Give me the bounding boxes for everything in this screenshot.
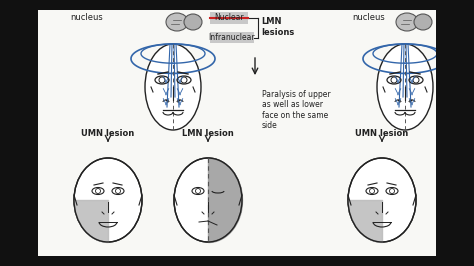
Text: nucleus: nucleus (70, 14, 103, 23)
Text: Nuclear: Nuclear (214, 14, 244, 23)
Text: LMN
lesions: LMN lesions (261, 17, 294, 37)
Ellipse shape (184, 14, 202, 30)
Text: UMN lesion: UMN lesion (356, 128, 409, 138)
Bar (0, 0, 38, 266)
Bar (210, 32, 254, 43)
Bar (0, 256, 474, 266)
Ellipse shape (166, 13, 188, 31)
Bar (0, 0, 474, 10)
Ellipse shape (348, 158, 416, 242)
Text: nucleus: nucleus (352, 14, 385, 23)
Ellipse shape (377, 44, 433, 130)
Bar (210, 12, 248, 24)
Ellipse shape (396, 13, 418, 31)
Text: UMN lesion: UMN lesion (82, 128, 135, 138)
Bar (38, 10, 436, 256)
Ellipse shape (145, 44, 201, 130)
Ellipse shape (174, 158, 242, 242)
Text: Infranuclear: Infranuclear (209, 34, 255, 43)
Text: Paralysis of upper
as well as lower
face on the same
side: Paralysis of upper as well as lower face… (262, 90, 331, 130)
Ellipse shape (74, 158, 142, 242)
Ellipse shape (414, 14, 432, 30)
Text: LMN lesion: LMN lesion (182, 128, 234, 138)
Bar (436, 0, 474, 266)
